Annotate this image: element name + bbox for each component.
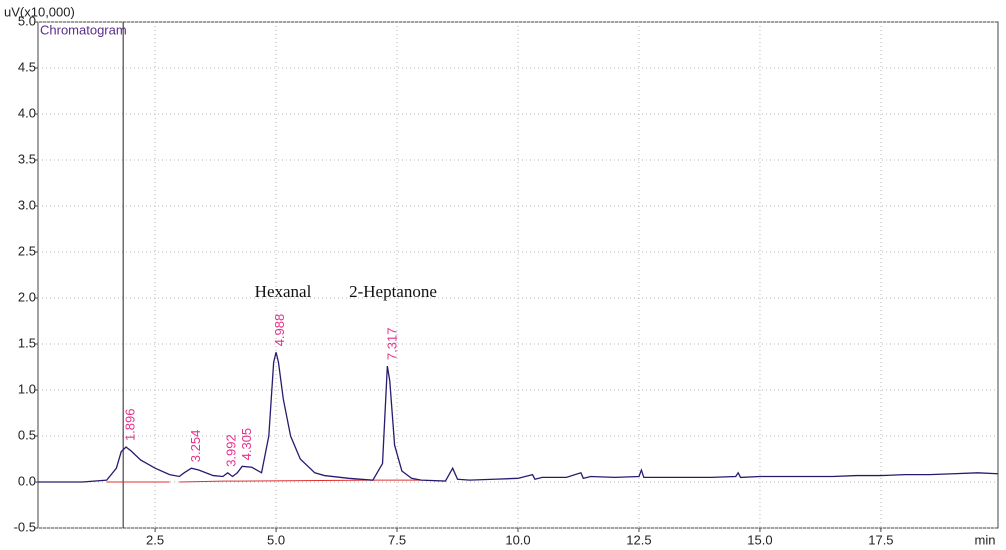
- x-tick-label: 17.5: [868, 532, 893, 547]
- y-tick-label: 0.5: [18, 427, 36, 442]
- peak-label: 3.992: [224, 434, 239, 467]
- peak-label: 1.896: [122, 408, 137, 441]
- peak-label: 4.988: [272, 314, 287, 347]
- y-tick-label: 1.5: [18, 335, 36, 350]
- y-tick-label: 1.0: [18, 381, 36, 396]
- y-tick-label: 4.5: [18, 59, 36, 74]
- x-tick-label: 5.0: [267, 532, 285, 547]
- y-tick-label: 2.5: [18, 243, 36, 258]
- legend-entry: Chromatogram: [40, 22, 127, 37]
- peak-label: 4.305: [239, 428, 254, 461]
- y-tick-label: -0.5: [14, 519, 36, 534]
- x-axis-label: min: [975, 532, 996, 547]
- y-tick-label: 2.0: [18, 289, 36, 304]
- y-tick-label: 0.0: [18, 473, 36, 488]
- x-tick-label: 15.0: [747, 532, 772, 547]
- y-tick-label: 5.0: [18, 13, 36, 28]
- integration-baseline: [179, 480, 223, 483]
- annotation: 2-Heptanone: [349, 282, 437, 301]
- x-tick-label: 2.5: [146, 532, 164, 547]
- annotation: Hexanal: [255, 282, 312, 301]
- x-tick-label: 7.5: [388, 532, 406, 547]
- y-tick-label: 4.0: [18, 105, 36, 120]
- y-tick-label: 3.0: [18, 197, 36, 212]
- y-axis-label: uV(x10,000): [4, 4, 75, 19]
- integration-baseline: [234, 479, 373, 482]
- x-tick-label: 10.0: [505, 532, 530, 547]
- chromatogram-line: [38, 352, 999, 483]
- y-tick-label: 3.5: [18, 151, 36, 166]
- x-tick-label: 12.5: [626, 532, 651, 547]
- peak-label: 7.317: [385, 328, 400, 361]
- peak-label: 3.254: [188, 430, 203, 463]
